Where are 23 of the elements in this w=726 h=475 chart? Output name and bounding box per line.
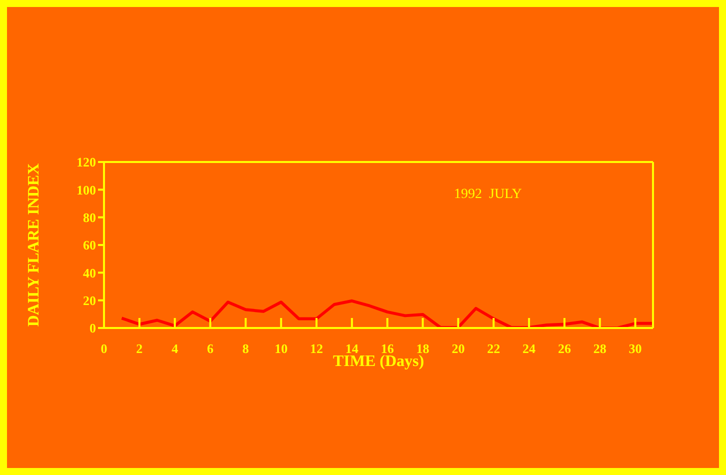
- y-tick-label: 120: [76, 154, 96, 170]
- x-tick-label: 2: [136, 341, 143, 356]
- x-tick-label: 0: [100, 341, 108, 356]
- x-tick-label: 8: [242, 341, 250, 356]
- y-tick-label: 40: [83, 265, 96, 280]
- x-tick-label: 24: [522, 341, 536, 356]
- y-axis-title: DAILY FLARE INDEX: [26, 162, 43, 327]
- y-tick-label: 0: [90, 320, 96, 336]
- x-tick-label: 20: [452, 341, 465, 356]
- x-tick-label: 26: [558, 341, 572, 356]
- y-tick-label: 80: [83, 210, 96, 225]
- y-tick-label: 20: [83, 292, 96, 308]
- x-tick-label: 22: [487, 341, 500, 356]
- y-tick-label: 100: [76, 182, 96, 198]
- x-tick-label: 12: [310, 341, 324, 356]
- x-tick-label: 4: [172, 341, 179, 356]
- y-tick-label: 60: [83, 238, 96, 253]
- x-tick-label: 28: [593, 341, 607, 356]
- x-tick-label: 30: [628, 341, 642, 356]
- x-tick-label: 10: [274, 341, 288, 356]
- line-series: [120, 299, 653, 328]
- annotation: 1992 JULY: [454, 187, 522, 203]
- x-tick-label: 6: [207, 341, 214, 356]
